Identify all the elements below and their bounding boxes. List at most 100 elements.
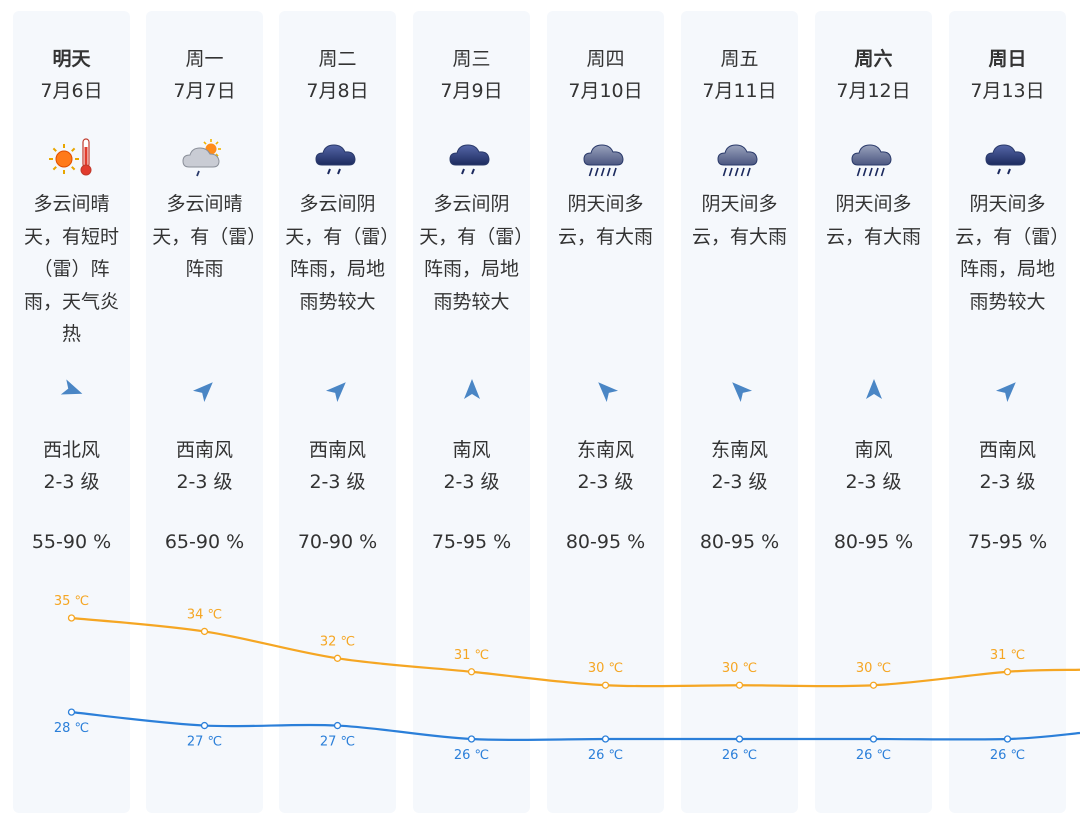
weather-description: 阴天间多云，有大雨 <box>557 193 653 248</box>
day-date: 7月6日 <box>40 80 103 102</box>
day-card: 周一 7月7日多云间晴天，有（雷）阵雨西南风 2-3 级 65-90 % <box>146 11 263 813</box>
weather-description: 多云间阴天，有（雷）阵雨，局地雨势较大 <box>419 193 524 313</box>
wind-direction: 西南风 <box>308 439 366 461</box>
weather-description: 阴天间多云，有（雷）阵雨，局地雨势较大 <box>955 193 1060 313</box>
wind-direction-icon <box>593 377 619 403</box>
high-temp-line <box>71 616 1080 688</box>
low-temp-point <box>67 708 76 716</box>
low-temp-label: 26 ℃ <box>856 748 891 763</box>
high-temp-point <box>1003 668 1012 676</box>
wind-direction: 东南风 <box>576 439 634 461</box>
weather-description: 多云间阴天，有（雷）阵雨，局地雨势较大 <box>285 193 390 313</box>
humidity: 70-90 % <box>297 531 378 553</box>
humidity: 75-95 % <box>431 531 512 553</box>
day-date: 7月11日 <box>702 80 777 102</box>
low-temp-point <box>333 721 342 730</box>
day-date: 7月13日 <box>970 80 1045 102</box>
low-temp-label: 26 ℃ <box>722 748 757 763</box>
wind-direction-icon <box>192 377 218 403</box>
day-card: 明天 7月6日多云间晴天，有短时（雷）阵雨，天气炎热西北风 2-3 级 55-90 % <box>13 11 130 813</box>
cloud-rain-icon <box>982 135 1032 179</box>
day-card: 周五 7月11日 阴天间多云，有大雨 东南风 2-3 级 80-95 % <box>681 11 798 813</box>
low-temp-label: 28 ℃ <box>54 721 89 736</box>
day-name: 周四 <box>586 48 625 70</box>
low-temp-label: 26 ℃ <box>990 748 1025 763</box>
day-card: 周三 7月9日多云间阴天，有（雷）阵雨，局地雨势较大南风 2-3 级 75-95 % <box>413 11 530 813</box>
high-temp-point <box>200 627 209 636</box>
weather-description: 多云间晴天，有短时（雷）阵雨，天气炎热 <box>23 193 119 345</box>
high-temp-label: 34 ℃ <box>187 607 222 622</box>
day-date: 7月9日 <box>440 80 503 102</box>
wind-level: 2-3 级 <box>711 471 768 493</box>
wind-direction-icon <box>325 377 351 403</box>
day-date: 7月10日 <box>568 80 643 102</box>
cloud-rain-icon <box>446 135 496 179</box>
cloud-rain-icon <box>312 135 362 179</box>
high-temp-point <box>333 654 342 662</box>
day-date: 7月7日 <box>173 80 236 102</box>
wind-direction-icon <box>459 377 485 403</box>
low-temp-point <box>735 735 744 743</box>
day-name: 周二 <box>318 48 357 70</box>
humidity: 55-90 % <box>31 531 112 553</box>
wind-level: 2-3 级 <box>845 471 902 493</box>
wind-level: 2-3 级 <box>443 471 500 493</box>
heavy-rain-icon <box>580 135 630 179</box>
wind-direction: 南风 <box>854 439 893 461</box>
wind-direction-icon <box>861 377 887 403</box>
day-card: 周日 7月13日 阴天间多云，有（雷）阵雨，局地雨势较大 西南风 2-3 级 75-95 … <box>949 11 1066 813</box>
high-temp-point <box>467 668 476 676</box>
day-name: 周三 <box>452 48 491 70</box>
low-temp-label: 26 ℃ <box>454 748 489 763</box>
day-name: 周五 <box>720 48 759 70</box>
wind-level: 2-3 级 <box>577 471 634 493</box>
high-temp-label: 30 ℃ <box>722 661 757 676</box>
wind-direction: 西北风 <box>42 439 100 461</box>
high-temp-label: 30 ℃ <box>588 661 623 676</box>
low-temp-point <box>467 735 476 743</box>
day-card: 周六 7月12日 阴天间多云，有大雨 南风 2-3 级 80-95 % <box>815 11 932 813</box>
day-name: 周六 <box>854 48 893 70</box>
low-temp-label: 27 ℃ <box>187 735 222 750</box>
wind-direction-icon <box>727 377 753 403</box>
low-temp-label: 27 ℃ <box>320 735 355 750</box>
day-name: 周一 <box>185 48 224 70</box>
partly-cloudy-rain-icon <box>179 135 229 179</box>
high-temp-point <box>735 681 744 689</box>
wind-level: 2-3 级 <box>43 471 100 493</box>
high-temp-point <box>869 681 878 689</box>
humidity: 80-95 % <box>565 531 646 553</box>
low-temp-point <box>1003 735 1012 743</box>
humidity: 75-95 % <box>967 531 1048 553</box>
humidity: 80-95 % <box>833 531 914 553</box>
day-date: 7月8日 <box>306 80 369 102</box>
day-name: 明天 <box>52 48 91 70</box>
humidity: 65-90 % <box>164 531 245 553</box>
day-card: 周四 7月10日阴天间多云，有大雨东南风 2-3 级 80-95 % <box>547 11 664 813</box>
low-temp-point <box>601 735 610 743</box>
wind-direction: 南风 <box>452 439 491 461</box>
wind-direction: 西南风 <box>175 439 233 461</box>
day-card: 周二 7月8日多云间阴天，有（雷）阵雨，局地雨势较大西南风 2-3 级 70-90 % <box>279 11 396 813</box>
low-temp-line <box>71 711 1080 742</box>
heavy-rain-icon <box>848 135 898 179</box>
high-temp-label: 31 ℃ <box>990 648 1025 663</box>
weather-description: 阴天间多云，有大雨 <box>691 193 787 248</box>
wind-level: 2-3 级 <box>309 471 366 493</box>
heavy-rain-icon <box>714 135 764 179</box>
wind-level: 2-3 级 <box>176 471 233 493</box>
low-temp-point <box>200 721 209 730</box>
high-temp-label: 30 ℃ <box>856 661 891 676</box>
wind-direction: 东南风 <box>710 439 768 461</box>
wind-direction-icon <box>59 377 85 403</box>
high-temp-point <box>67 614 76 622</box>
low-temp-point <box>869 735 878 743</box>
wind-direction-icon <box>995 377 1021 403</box>
day-date: 7月12日 <box>836 80 911 102</box>
weather-description: 多云间晴天，有（雷）阵雨 <box>152 193 257 280</box>
day-name: 周日 <box>988 48 1027 70</box>
sunny-hot-icon <box>46 135 96 179</box>
high-temp-label: 32 ℃ <box>320 634 355 649</box>
